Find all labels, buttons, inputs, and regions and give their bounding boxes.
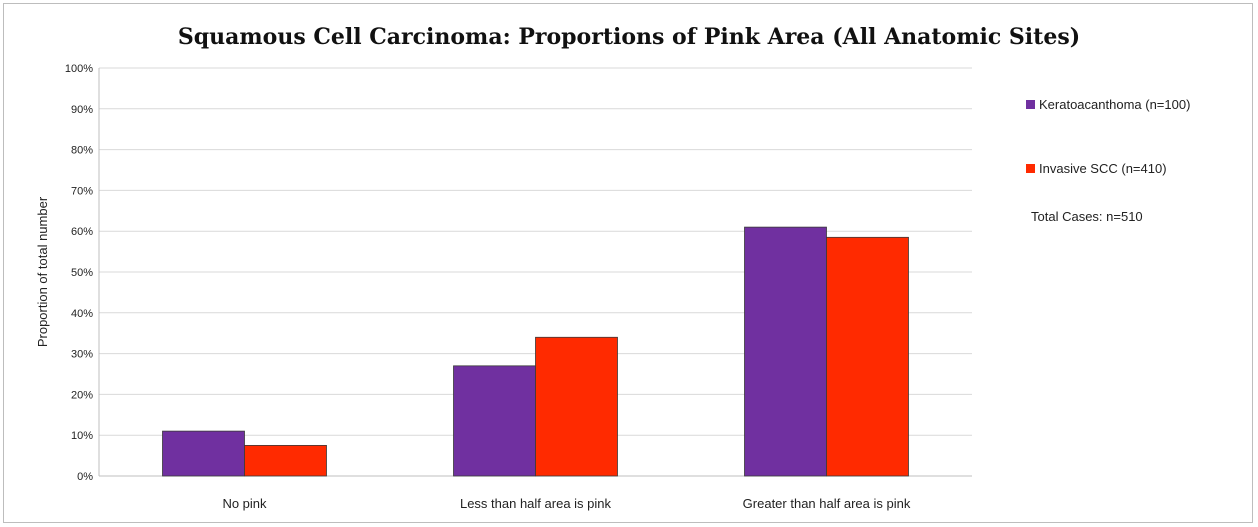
chart-title: Squamous Cell Carcinoma: Proportions of … — [177, 24, 1081, 50]
bar-keratoacanthoma — [744, 226, 827, 477]
y-tick-label: 40% — [71, 308, 93, 320]
y-tick-label: 30% — [71, 349, 93, 361]
chart-frame: Squamous Cell Carcinoma: Proportions of … — [3, 3, 1253, 523]
y-tick-label: 70% — [71, 185, 93, 197]
legend-item-invasive-scc: Invasive SCC (n=410) — [1026, 158, 1256, 178]
y-tick-label: 20% — [71, 389, 93, 401]
y-tick-label: 80% — [71, 145, 93, 157]
y-tick-label: 10% — [71, 430, 93, 442]
legend-item-keratoacanthoma: Keratoacanthoma (n=100) — [1026, 94, 1256, 114]
y-tick-label: 100% — [65, 63, 93, 75]
bar-keratoacanthoma — [453, 365, 536, 477]
y-tick-label: 60% — [71, 226, 93, 238]
legend-swatch-keratoacanthoma — [1026, 99, 1035, 109]
y-tick-label: 0% — [77, 471, 93, 483]
bar-keratoacanthoma — [162, 430, 245, 477]
legend: Keratoacanthoma (n=100) Invasive SCC (n=… — [1026, 94, 1256, 222]
x-category-label: Greater than half area is pink — [743, 496, 911, 511]
y-tick-label: 50% — [71, 267, 93, 279]
legend-label-keratoacanthoma: Keratoacanthoma (n=100) — [1039, 96, 1191, 112]
x-category-label: No pink — [222, 496, 267, 511]
bar-invasive-scc — [826, 236, 909, 477]
y-axis-title: Proportion of total number — [35, 196, 50, 347]
chart-plot: 0% 10% 20% 30% 40% 50% 60% 70% 80% 90% 100% Proport… — [35, 63, 972, 511]
legend-label-invasive-scc: Invasive SCC (n=410) — [1039, 160, 1167, 176]
bar-invasive-scc — [244, 444, 327, 477]
bar-invasive-scc — [535, 336, 618, 477]
x-category-label: Less than half area is pink — [460, 496, 612, 511]
total-cases-annotation: Total Cases: n=510 — [1031, 209, 1143, 224]
legend-swatch-invasive-scc — [1026, 163, 1035, 173]
y-tick-label: 90% — [71, 104, 93, 116]
